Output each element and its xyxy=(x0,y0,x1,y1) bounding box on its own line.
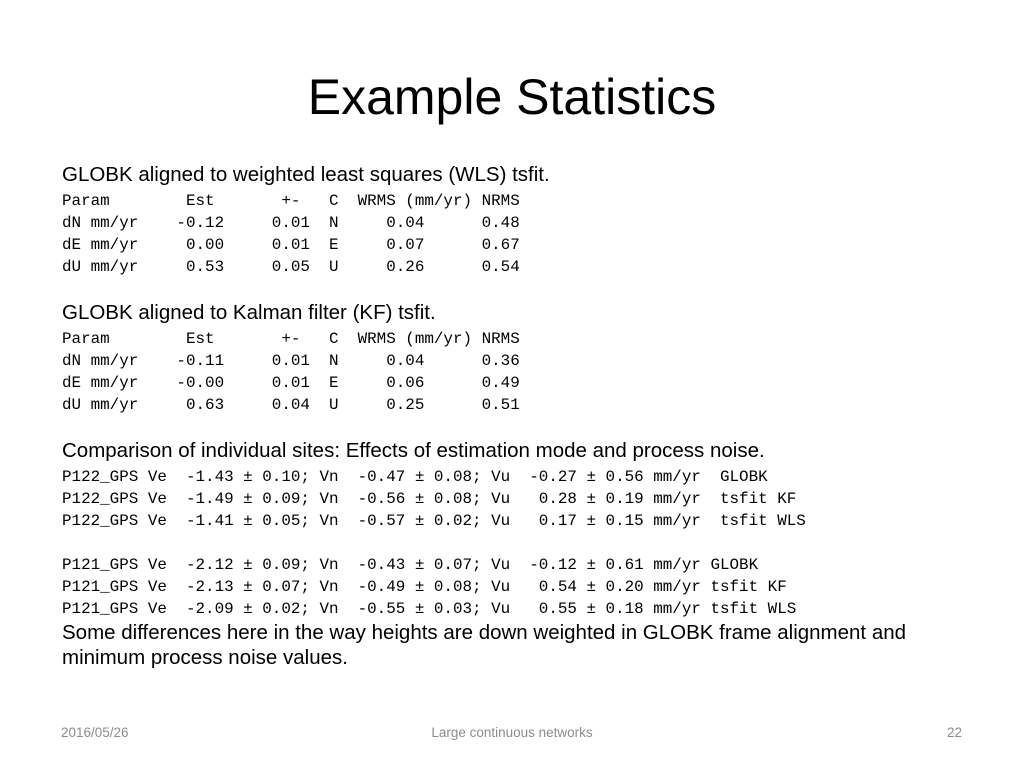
section-spacer xyxy=(62,278,962,298)
block-spacer xyxy=(62,532,962,554)
slide-title: Example Statistics xyxy=(307,69,717,125)
footer-title: Large continuous networks xyxy=(431,725,593,740)
section-spacer xyxy=(62,416,962,436)
wls-stats-table: Param Est +- C WRMS (mm/yr) NRMS dN mm/y… xyxy=(62,192,520,276)
comparison-note: Some differences here in the way heights… xyxy=(62,621,907,669)
wls-heading: GLOBK aligned to weighted least squares … xyxy=(62,163,550,186)
comparison-heading: Comparison of individual sites: Effects … xyxy=(62,439,765,462)
kf-heading: GLOBK aligned to Kalman filter (KF) tsfi… xyxy=(62,301,436,324)
p121-velocity-lines: P121_GPS Ve -2.12 ± 0.09; Vn -0.43 ± 0.0… xyxy=(62,556,797,618)
kf-section: GLOBK aligned to Kalman filter (KF) tsfi… xyxy=(62,298,962,416)
footer-date: 2016/05/26 xyxy=(61,725,129,740)
slide-body: GLOBK aligned to weighted least squares … xyxy=(62,160,962,670)
footer-page-number: 22 xyxy=(946,725,962,740)
p122-velocity-lines: P122_GPS Ve -1.43 ± 0.10; Vn -0.47 ± 0.0… xyxy=(62,468,806,530)
kf-stats-table: Param Est +- C WRMS (mm/yr) NRMS dN mm/y… xyxy=(62,330,520,414)
comparison-section: Comparison of individual sites: Effects … xyxy=(62,436,962,670)
wls-section: GLOBK aligned to weighted least squares … xyxy=(62,160,962,278)
